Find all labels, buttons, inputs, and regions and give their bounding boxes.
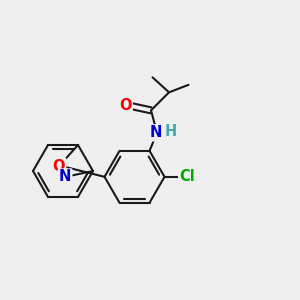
Text: N: N [59, 169, 71, 184]
Text: H: H [164, 124, 177, 139]
Text: Cl: Cl [179, 169, 195, 184]
Text: N: N [149, 125, 162, 140]
Text: O: O [53, 159, 65, 174]
Text: O: O [119, 98, 132, 113]
